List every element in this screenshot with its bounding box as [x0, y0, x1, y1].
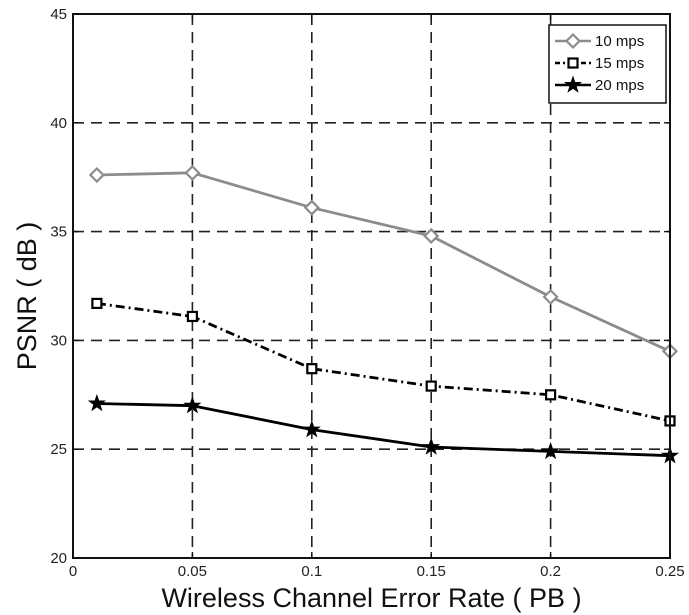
legend-item: 15 mps [555, 55, 644, 72]
series-1 [88, 164, 679, 360]
y-axis-title: PSNR ( dB ) [12, 222, 42, 371]
plot-frame [72, 13, 671, 559]
legend-label: 10 mps [595, 33, 644, 50]
series-line [96, 171, 671, 353]
y-tick-label: 25 [50, 441, 67, 458]
x-tick-label: 0.15 [417, 563, 446, 580]
series-3 [87, 393, 680, 464]
y-tick-label: 35 [50, 224, 67, 241]
series-layer [87, 164, 680, 464]
data-point-marker [425, 380, 437, 392]
x-tick-label: 0.2 [540, 563, 561, 580]
data-point-marker [423, 227, 440, 245]
y-tick-label: 45 [50, 6, 67, 23]
y-tick-label: 20 [50, 550, 67, 567]
data-point-marker [541, 441, 560, 460]
legend: 10 mps 15 mps 20 mps [548, 24, 667, 104]
y-tick-label: 30 [50, 332, 67, 349]
x-tick-label: 0.25 [655, 563, 684, 580]
data-point-marker [303, 199, 320, 216]
legend-items: 10 mps 15 mps 20 mps [555, 32, 644, 94]
series-line [96, 302, 671, 423]
axis-ticks [72, 13, 671, 559]
legend-item: 10 mps [555, 32, 644, 50]
data-point-marker [302, 420, 321, 438]
y-tick-label: 40 [50, 115, 67, 132]
data-point-marker [186, 310, 198, 323]
data-point-marker [88, 166, 105, 184]
tick-labels: 0 0.05 0.1 0.15 0.2 0.25 20 25 30 35 40 45 [50, 6, 684, 580]
data-point-marker [91, 297, 103, 310]
data-point-marker [87, 393, 106, 412]
legend-label: 20 mps [595, 77, 644, 94]
legend-marker [567, 57, 579, 69]
x-tick-label: 0.05 [178, 563, 207, 580]
x-tick-label: 0 [69, 563, 77, 580]
x-axis-title: Wireless Channel Error Rate ( PB ) [161, 583, 581, 613]
data-point-marker [183, 396, 202, 414]
legend-item: 20 mps [555, 75, 644, 94]
x-tick-label: 0.1 [301, 563, 322, 580]
series-line [96, 402, 671, 458]
data-point-marker [184, 164, 201, 181]
grid-lines [73, 14, 670, 558]
legend-marker [563, 75, 583, 93]
legend-marker [564, 32, 582, 50]
legend-label: 15 mps [595, 55, 644, 72]
data-point-marker [544, 389, 557, 401]
data-point-marker [306, 363, 318, 375]
data-point-marker [542, 288, 559, 305]
data-point-marker [422, 437, 441, 455]
